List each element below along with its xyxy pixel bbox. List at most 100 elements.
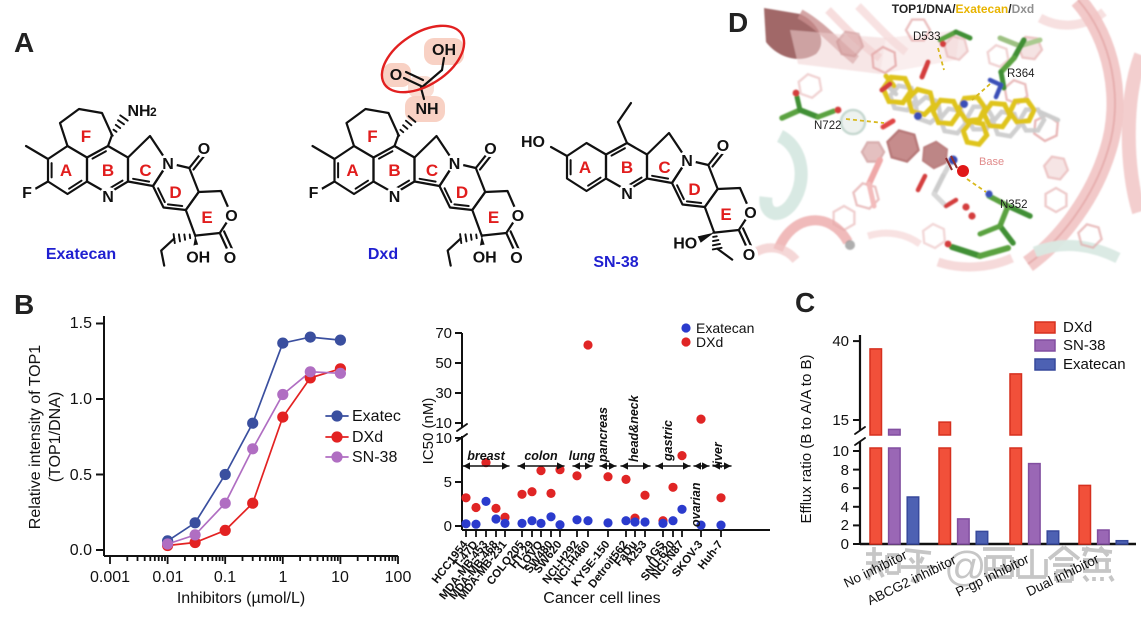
svg-text:E: E xyxy=(201,208,212,227)
svg-text:D: D xyxy=(456,183,468,202)
svg-text:DXd: DXd xyxy=(696,334,723,350)
svg-text:Relative intensity of TOP1: Relative intensity of TOP1 xyxy=(27,345,44,529)
svg-text:gastric: gastric xyxy=(661,420,675,462)
svg-text:0: 0 xyxy=(444,518,452,535)
svg-text:NH: NH xyxy=(415,101,438,118)
svg-text:TOP1/DNA/Exatecan/Dxd: TOP1/DNA/Exatecan/Dxd xyxy=(892,2,1035,16)
svg-text:0.5: 0.5 xyxy=(70,467,92,484)
svg-text:DXd: DXd xyxy=(352,429,383,446)
svg-text:10: 10 xyxy=(832,443,849,460)
svg-text:100: 100 xyxy=(385,569,412,586)
svg-text:colon: colon xyxy=(524,449,558,463)
svg-text:40: 40 xyxy=(832,333,849,350)
svg-text:10: 10 xyxy=(435,415,452,432)
svg-text:2: 2 xyxy=(841,517,849,534)
svg-text:15: 15 xyxy=(832,412,849,429)
svg-text:50: 50 xyxy=(435,355,452,372)
svg-text:O: O xyxy=(744,205,756,222)
svg-text:E: E xyxy=(720,205,731,224)
svg-text:HO: HO xyxy=(521,134,545,151)
svg-text:Dxd: Dxd xyxy=(368,246,398,263)
svg-text:10: 10 xyxy=(331,569,349,586)
svg-text:C: C xyxy=(139,161,151,180)
svg-text:O: O xyxy=(743,247,755,264)
svg-text:A: A xyxy=(346,161,358,180)
svg-text:F: F xyxy=(22,185,32,202)
svg-text:Exatecan: Exatecan xyxy=(1063,356,1126,373)
svg-text:N: N xyxy=(389,189,401,206)
svg-text:breast: breast xyxy=(467,449,505,463)
svg-text:(TOP1/DNA): (TOP1/DNA) xyxy=(47,392,64,482)
svg-text:Exatecan: Exatecan xyxy=(46,246,116,263)
svg-text:ovarian: ovarian xyxy=(689,482,703,527)
svg-text:R364: R364 xyxy=(1007,68,1035,80)
svg-text:N352: N352 xyxy=(1000,199,1028,211)
svg-text:SN-38: SN-38 xyxy=(1063,337,1106,354)
svg-text:N: N xyxy=(681,153,693,170)
svg-text:5: 5 xyxy=(444,474,452,491)
svg-text:B: B xyxy=(621,158,633,177)
svg-text:1.0: 1.0 xyxy=(70,391,92,408)
svg-text:O: O xyxy=(224,250,236,267)
svg-text:O: O xyxy=(717,138,729,155)
svg-text:F: F xyxy=(81,127,91,146)
svg-text:B: B xyxy=(14,289,34,320)
svg-text:N: N xyxy=(621,186,633,203)
svg-text:Base: Base xyxy=(979,156,1004,168)
svg-text:Exatecan: Exatecan xyxy=(696,320,754,336)
svg-text:30: 30 xyxy=(435,385,452,402)
svg-text:2: 2 xyxy=(150,105,157,119)
svg-text:4: 4 xyxy=(841,499,849,516)
svg-text:N: N xyxy=(102,189,114,206)
svg-text:0.001: 0.001 xyxy=(90,569,130,586)
svg-text:pancreas: pancreas xyxy=(596,407,610,463)
svg-text:0: 0 xyxy=(841,536,849,553)
svg-text:0.0: 0.0 xyxy=(70,542,92,559)
svg-text:8: 8 xyxy=(841,462,849,479)
svg-text:A: A xyxy=(14,27,34,58)
svg-text:E: E xyxy=(488,208,499,227)
svg-text:O: O xyxy=(225,208,237,225)
svg-text:A: A xyxy=(60,161,72,180)
svg-text:N722: N722 xyxy=(814,120,842,132)
svg-text:6: 6 xyxy=(841,480,849,497)
svg-text:OH: OH xyxy=(186,249,210,266)
svg-text:O: O xyxy=(484,141,496,158)
svg-text:HO: HO xyxy=(673,235,697,252)
svg-text:O: O xyxy=(198,141,210,158)
svg-text:F: F xyxy=(309,185,319,202)
svg-text:@: @ xyxy=(944,543,987,590)
svg-text:C: C xyxy=(795,287,815,318)
svg-text:N: N xyxy=(449,156,461,173)
svg-text:D533: D533 xyxy=(913,31,941,43)
svg-text:A: A xyxy=(579,158,591,177)
svg-text:1: 1 xyxy=(279,569,288,586)
svg-text:0.1: 0.1 xyxy=(214,569,236,586)
svg-text:Inhibitors (µmol/L): Inhibitors (µmol/L) xyxy=(177,590,305,607)
svg-text:Exatec: Exatec xyxy=(352,408,401,425)
svg-text:liver: liver xyxy=(711,441,725,468)
svg-text:C: C xyxy=(426,161,438,180)
svg-text:NH: NH xyxy=(127,103,150,120)
svg-text:O: O xyxy=(390,67,402,84)
svg-text:1.5: 1.5 xyxy=(70,315,92,332)
svg-text:F: F xyxy=(367,127,377,146)
svg-text:Efflux ratio (B to A/A to B): Efflux ratio (B to A/A to B) xyxy=(798,355,815,524)
svg-text:C: C xyxy=(658,158,670,177)
svg-text:N: N xyxy=(162,156,174,173)
svg-text:D: D xyxy=(688,180,700,199)
svg-text:head&neck: head&neck xyxy=(627,394,641,462)
svg-text:IC50 (nM): IC50 (nM) xyxy=(420,398,437,465)
svg-text:O: O xyxy=(510,250,522,267)
svg-text:DXd: DXd xyxy=(1063,319,1092,336)
svg-text:B: B xyxy=(388,161,400,180)
svg-text:10: 10 xyxy=(435,430,452,447)
svg-text:B: B xyxy=(102,161,114,180)
svg-text:SN-38: SN-38 xyxy=(593,254,638,271)
svg-text:O: O xyxy=(512,208,524,225)
svg-text:lung: lung xyxy=(569,449,596,463)
svg-text:OH: OH xyxy=(432,42,456,59)
svg-text:D: D xyxy=(169,183,181,202)
svg-text:70: 70 xyxy=(435,325,452,342)
svg-text:Cancer cell lines: Cancer cell lines xyxy=(543,590,660,607)
